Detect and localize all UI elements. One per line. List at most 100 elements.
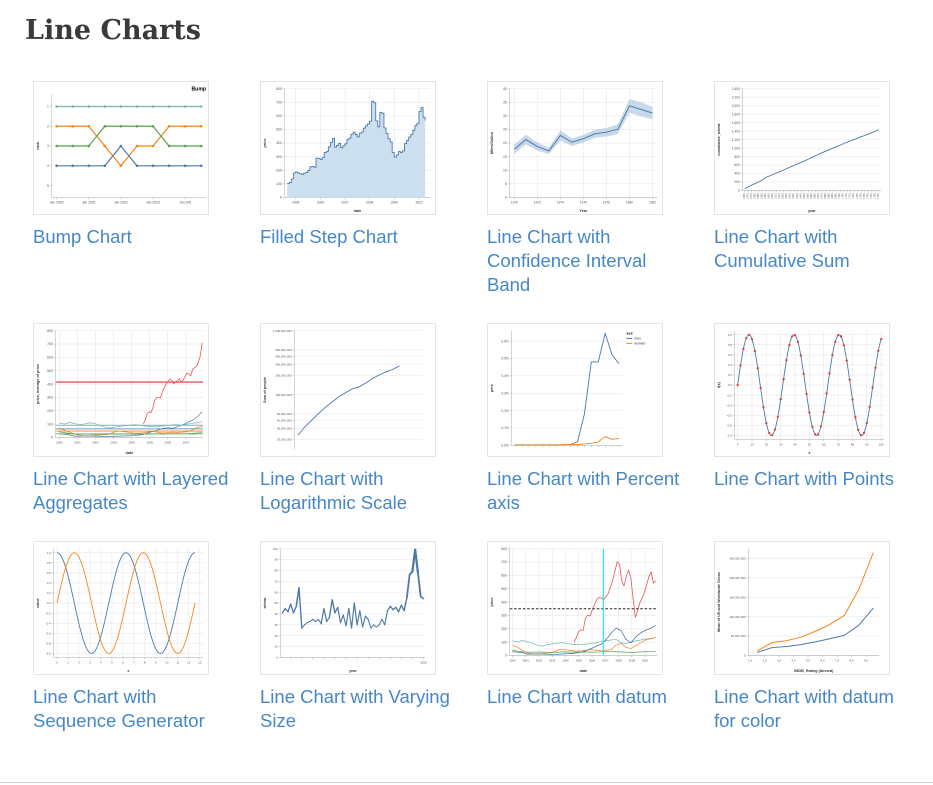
svg-text:1730: 1730 (859, 193, 862, 199)
svg-text:500: 500 (501, 587, 507, 591)
svg-text:40: 40 (275, 612, 279, 616)
svg-text:5: 5 (111, 660, 113, 664)
svg-text:1.0: 1.0 (728, 333, 732, 337)
svg-text:800: 800 (734, 155, 740, 159)
svg-text:1,000: 1,000 (732, 146, 740, 150)
svg-text:1695: 1695 (835, 193, 838, 199)
svg-text:20,000,000: 20,000,000 (277, 438, 292, 442)
chart-thumbnail-link[interactable]: 1 2 3 4 5 Jan 2000 Jan 2001 Jan 2002 Jan 2003 Jan… (33, 81, 209, 215)
gallery-item: 0 10 20 30 40 50 60 70 80 90 100 1820 wheat year Line… (260, 541, 487, 733)
svg-text:400: 400 (501, 600, 507, 604)
svg-text:0.0%: 0.0% (502, 444, 509, 448)
chart-thumbnail-link[interactable]: -1.0 -0.8 -0.6 -0.4 -0.2 0.0 0.2 0.4 0.6 0.8 1.0 0 1… (33, 541, 209, 675)
gallery-item: 0 100 200 300 400 500 600 700 800 2000 2001 2002 200… (487, 541, 714, 733)
chart-thumbnail-link[interactable]: 20,000,000 30,000,000 40,000,000 50,000,000… (260, 323, 436, 457)
svg-text:70: 70 (836, 442, 840, 446)
chart-thumbnail-link[interactable]: 0.0% 0.1% 0.2% 0.3% 0.4% 0.5% 0.6% perc sex men wo… (487, 323, 663, 457)
svg-text:400: 400 (276, 141, 282, 145)
svg-text:12: 12 (187, 660, 191, 664)
svg-text:2000: 2000 (56, 440, 63, 444)
svg-text:10: 10 (750, 442, 754, 446)
svg-text:year: year (349, 669, 357, 673)
svg-text:200: 200 (734, 180, 740, 184)
svg-text:0.4: 0.4 (728, 363, 732, 367)
chart-thumbnail-link[interactable]: 0 100 200 300 400 500 600 700 800 2005 2006 2007 200… (260, 81, 436, 215)
svg-text:1565: 1565 (743, 193, 746, 199)
svg-text:6: 6 (122, 660, 124, 664)
svg-text:90: 90 (865, 442, 869, 446)
chart-link[interactable]: Line Chart with Sequence Generator (33, 686, 205, 731)
svg-text:40,000,000: 40,000,000 (277, 418, 292, 422)
svg-text:700: 700 (47, 342, 53, 346)
svg-text:100: 100 (276, 182, 282, 186)
cumulative-sum-chart-thumbnail: 0 200 400 600 800 1,000 1,200 1,400 1,600 1,800 2,… (717, 87, 882, 213)
chart-link[interactable]: Line Chart with Layered Aggregates (33, 468, 229, 513)
chart-thumbnail-link[interactable]: 0 50,000,000 100,000,000 150,000,000 200,000… (714, 541, 890, 675)
chart-link[interactable]: Line Chart with Points (714, 468, 894, 489)
svg-text:1710: 1710 (845, 193, 848, 199)
varying-size-chart-thumbnail: 0 10 20 30 40 50 60 70 80 90 100 1820 wheat year (263, 547, 427, 673)
svg-text:500: 500 (276, 128, 282, 132)
svg-text:2007: 2007 (342, 200, 349, 204)
chart-thumbnail-link[interactable]: 0 100 200 300 400 500 600 700 800 2000 2001 2002 200… (33, 323, 209, 457)
svg-text:Jan 2003: Jan 2003 (146, 200, 160, 204)
svg-text:20: 20 (503, 141, 507, 145)
svg-text:0.3%: 0.3% (502, 391, 509, 395)
svg-text:0.0: 0.0 (728, 383, 732, 387)
svg-text:40: 40 (503, 87, 507, 91)
percent-axis-chart-thumbnail: 0.0% 0.1% 0.2% 0.3% 0.4% 0.5% 0.6% perc sexmenwo… (490, 330, 646, 448)
svg-text:price, Average of price: price, Average of price (36, 364, 40, 404)
confidence-band-chart-thumbnail: 0 5 10 15 20 25 30 35 40 1970 1972 1974 1976 1978 1980… (490, 87, 658, 213)
svg-text:50: 50 (275, 601, 279, 605)
svg-text:0.1%: 0.1% (502, 426, 509, 430)
svg-text:1635: 1635 (792, 193, 795, 199)
chart-thumbnail-link[interactable]: -1.0 -0.8 -0.6 -0.4 -0.2 0.0 0.2 0.4 0.6 0.8 1.0 0 1… (714, 323, 890, 457)
chart-link[interactable]: Line Chart with Varying Size (260, 686, 450, 731)
svg-text:8.0: 8.0 (850, 658, 854, 662)
chart-link[interactable]: Line Chart with Logarithmic Scale (260, 468, 408, 513)
chart-link[interactable]: Filled Step Chart (260, 226, 398, 247)
svg-text:1,600: 1,600 (732, 121, 740, 125)
svg-text:0: 0 (280, 196, 282, 200)
svg-text:Bump: Bump (191, 87, 206, 93)
svg-text:3.0: 3.0 (777, 658, 781, 662)
chart-link[interactable]: Bump Chart (33, 226, 132, 247)
chart-link[interactable]: Line Chart with Percent axis (487, 468, 680, 513)
svg-text:date: date (126, 451, 134, 455)
chart-link[interactable]: Line Chart with Cumulative Sum (714, 226, 850, 271)
chart-thumbnail-link[interactable]: 0 100 200 300 400 500 600 700 800 2000 2001 2002 200… (487, 541, 663, 675)
bump-chart-thumbnail: 1 2 3 4 5 Jan 2000 Jan 2001 Jan 2002 Jan 2003 Jan… (36, 87, 206, 205)
svg-text:Year: Year (579, 209, 587, 213)
svg-text:1974: 1974 (557, 200, 564, 204)
gallery-item: 1 2 3 4 5 Jan 2000 Jan 2001 Jan 2002 Jan 2003 Jan… (33, 81, 260, 297)
svg-text:2003: 2003 (549, 658, 556, 662)
svg-text:1690: 1690 (831, 193, 834, 199)
svg-text:11: 11 (176, 660, 179, 664)
svg-text:1750: 1750 (873, 193, 876, 199)
svg-text:8: 8 (144, 660, 146, 664)
svg-text:90: 90 (275, 558, 279, 562)
svg-text:2006: 2006 (165, 440, 172, 444)
svg-text:30,000,000: 30,000,000 (277, 426, 292, 430)
svg-text:60: 60 (275, 590, 279, 594)
chart-thumbnail-link[interactable]: 0 200 400 600 800 1,000 1,200 1,400 1,600 1,800 2,… (714, 81, 890, 215)
svg-text:1720: 1720 (852, 193, 855, 199)
svg-text:200: 200 (276, 168, 282, 172)
chart-link[interactable]: Line Chart with datum (487, 686, 667, 707)
svg-text:-1.0: -1.0 (727, 434, 732, 438)
svg-text:-1.0: -1.0 (46, 652, 51, 656)
svg-text:2,400: 2,400 (732, 87, 740, 91)
chart-thumbnail-link[interactable]: 0 10 20 30 40 50 60 70 80 90 100 1820 wheat year (260, 541, 436, 675)
chart-link[interactable]: Line Chart with Confidence Interval Band (487, 226, 647, 295)
svg-text:15: 15 (503, 155, 507, 159)
svg-text:-0.4: -0.4 (727, 403, 732, 407)
chart-link[interactable]: Line Chart with datum for color (714, 686, 894, 731)
svg-text:10: 10 (503, 168, 507, 172)
svg-text:1735: 1735 (863, 193, 866, 199)
gallery-item: 0 100 200 300 400 500 600 700 800 2005 2006 2007 200… (260, 81, 487, 297)
svg-text:300: 300 (501, 614, 507, 618)
svg-text:1575: 1575 (750, 193, 753, 199)
chart-thumbnail-link[interactable]: 0 5 10 15 20 25 30 35 40 1970 1972 1974 1976 1978 1980… (487, 81, 663, 215)
gallery-item: 20,000,000 30,000,000 40,000,000 50,000,000… (260, 323, 487, 515)
svg-text:100: 100 (501, 640, 507, 644)
